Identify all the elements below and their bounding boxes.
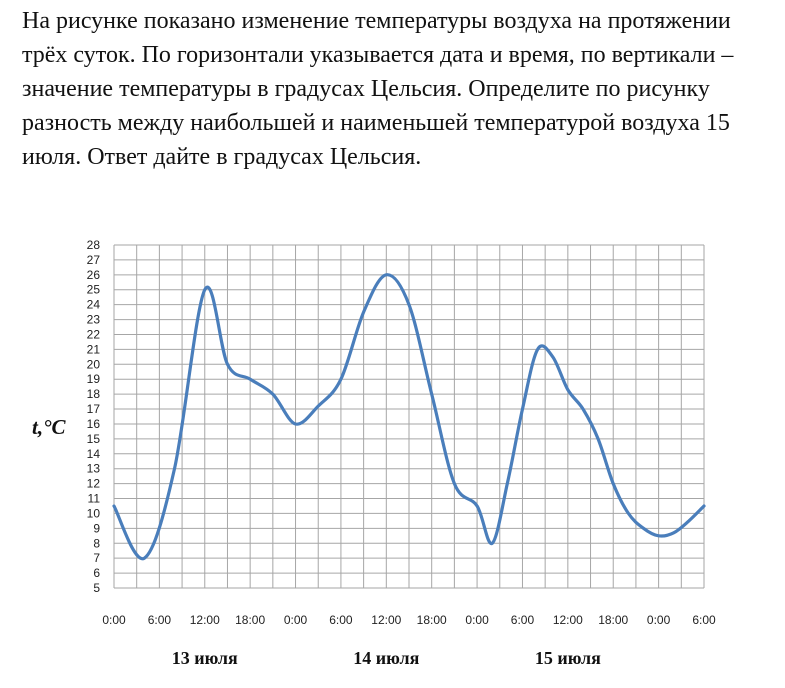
- x-axis-ticks: 0:00 6:00 12:00 18:00 0:00 6:00 12:00 18:00 0:00…: [102, 613, 716, 627]
- y-tick-label: 20: [87, 357, 101, 371]
- y-tick-label: 26: [87, 268, 101, 282]
- day-label: 15 июля: [535, 648, 601, 668]
- problem-text: На рисунке показано изменение температур…: [22, 8, 734, 170]
- x-tick-label: 0:00: [102, 613, 126, 627]
- y-tick-label: 27: [87, 253, 101, 267]
- y-tick-label: 28: [87, 238, 101, 252]
- x-tick-label: 6:00: [511, 613, 535, 627]
- day-label: 13 июля: [172, 648, 238, 668]
- y-tick-label: 12: [87, 477, 101, 491]
- x-tick-label: 18:00: [417, 613, 447, 627]
- y-tick-label: 6: [93, 566, 100, 580]
- temperature-series-line: [112, 273, 706, 560]
- x-tick-label: 6:00: [148, 613, 172, 627]
- y-tick-label: 5: [93, 581, 100, 595]
- y-axis-ticks: 5678910111213141516171819202122232425262…: [87, 238, 101, 595]
- y-tick-label: 24: [87, 298, 101, 312]
- x-tick-label: 12:00: [190, 613, 220, 627]
- y-tick-label: 17: [87, 402, 101, 416]
- day-label: 14 июля: [353, 648, 419, 668]
- x-tick-label: 6:00: [692, 613, 716, 627]
- y-tick-label: 22: [87, 327, 101, 341]
- y-axis-label: t,°C: [32, 415, 66, 439]
- y-tick-label: 23: [87, 313, 101, 327]
- y-tick-label: 11: [88, 492, 101, 506]
- y-tick-label: 18: [87, 387, 101, 401]
- x-tick-label: 12:00: [553, 613, 583, 627]
- y-tick-label: 8: [93, 536, 100, 550]
- y-tick-label: 21: [87, 342, 101, 356]
- y-tick-label: 13: [87, 462, 101, 476]
- y-tick-label: 10: [87, 506, 101, 520]
- x-tick-label: 6:00: [329, 613, 353, 627]
- day-labels: 13 июля 14 июля 15 июля: [172, 648, 601, 668]
- y-tick-label: 9: [93, 521, 100, 535]
- y-tick-label: 25: [87, 283, 101, 297]
- y-tick-label: 15: [87, 432, 101, 446]
- y-tick-label: 14: [87, 447, 101, 461]
- x-tick-label: 18:00: [598, 613, 628, 627]
- y-tick-label: 7: [93, 551, 100, 565]
- y-tick-label: 16: [87, 417, 101, 431]
- y-tick-label: 19: [87, 372, 101, 386]
- x-tick-label: 0:00: [284, 613, 308, 627]
- x-tick-label: 0:00: [465, 613, 489, 627]
- x-tick-label: 18:00: [235, 613, 265, 627]
- x-tick-label: 0:00: [647, 613, 671, 627]
- x-tick-label: 12:00: [371, 613, 401, 627]
- chart-grid: [113, 244, 705, 589]
